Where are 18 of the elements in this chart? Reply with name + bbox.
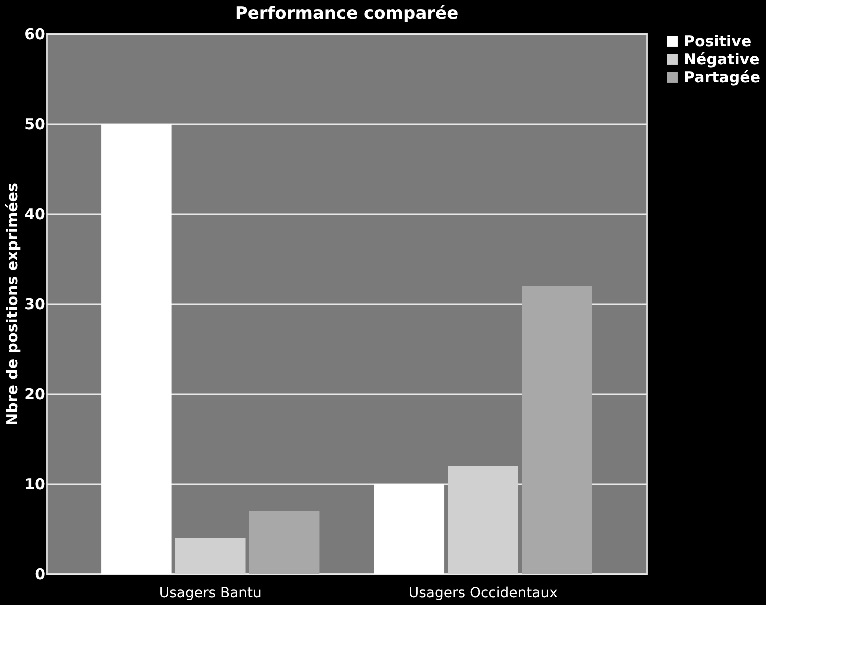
bar	[374, 484, 445, 574]
y-tick-label: 60	[24, 26, 46, 44]
bar	[522, 286, 592, 574]
legend-label: Négative	[684, 50, 760, 68]
y-tick-label: 40	[24, 206, 46, 224]
y-tick-label: 10	[24, 476, 46, 494]
y-tick-label: 30	[24, 296, 46, 314]
y-tick-label: 20	[24, 386, 46, 404]
y-axis-title: Nbre de positions exprimées	[4, 183, 22, 426]
legend-label: Positive	[684, 32, 752, 50]
y-tick-label: 0	[35, 566, 46, 584]
bar	[249, 511, 320, 574]
bar	[102, 124, 172, 574]
y-tick-label: 50	[24, 116, 46, 134]
x-tick-label: Usagers Occidentaux	[408, 586, 558, 602]
chart-title: Performance comparée	[235, 4, 459, 24]
legend-label: Partagée	[684, 68, 760, 86]
x-tick-label: Usagers Bantu	[159, 586, 262, 602]
